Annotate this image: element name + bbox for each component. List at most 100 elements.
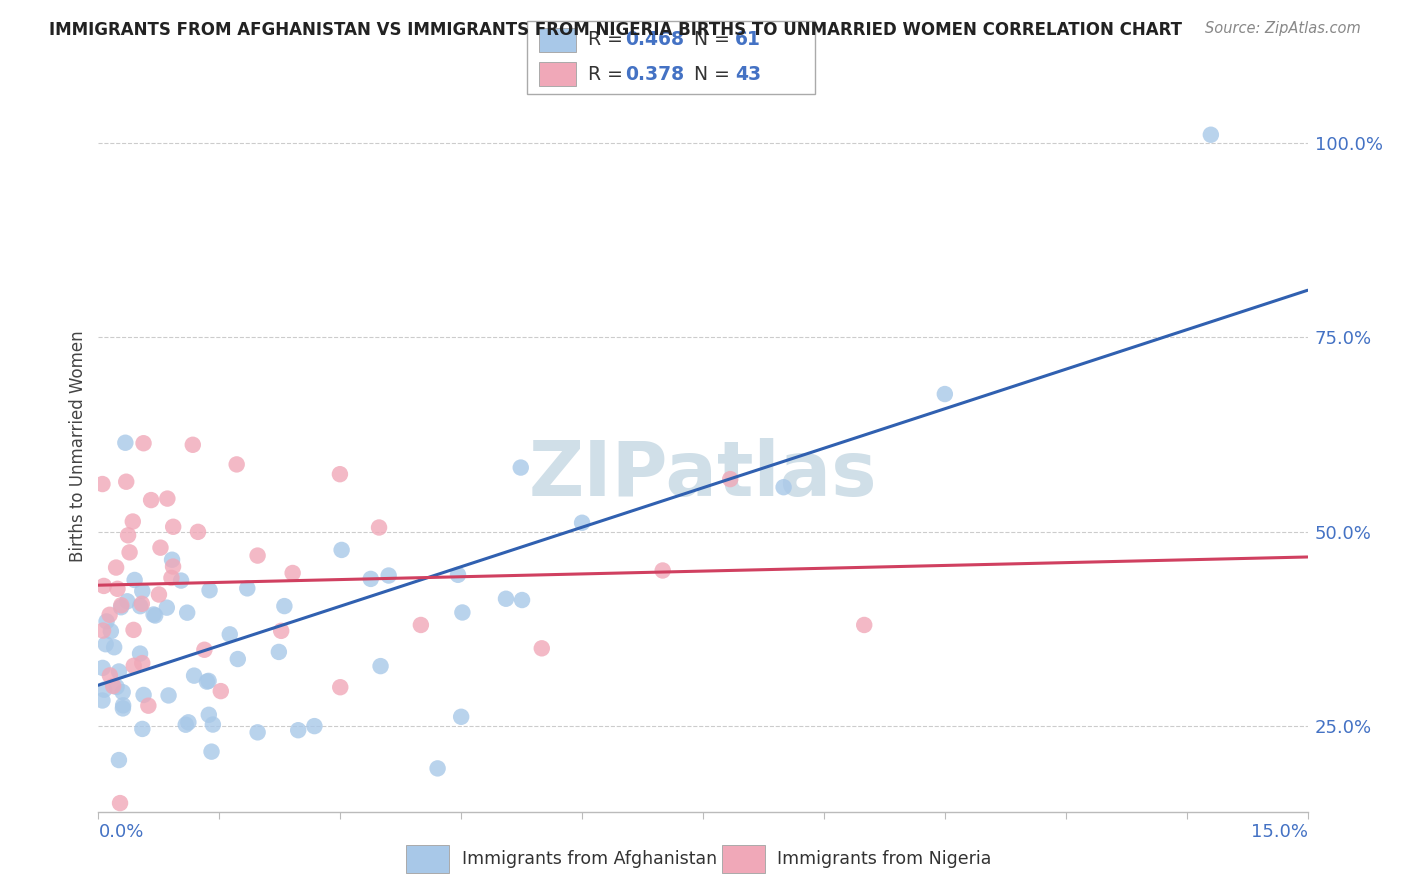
Point: [103, 679, 125, 693]
Point: [117, 594, 139, 608]
Point: [181, 438, 204, 452]
Point: [96, 615, 118, 629]
Point: [270, 624, 292, 638]
Point: [131, 584, 153, 599]
Point: [170, 574, 193, 588]
Point: [193, 642, 215, 657]
Point: [162, 520, 184, 534]
Text: R =: R =: [588, 30, 628, 49]
Text: R =: R =: [588, 65, 628, 84]
Point: [450, 710, 472, 724]
Text: 15.0%: 15.0%: [1250, 823, 1308, 841]
Point: [100, 624, 122, 639]
Point: [176, 606, 198, 620]
Point: [718, 472, 741, 486]
Text: 0.468: 0.468: [626, 30, 685, 49]
Point: [142, 607, 165, 622]
Point: [132, 688, 155, 702]
Point: [139, 493, 162, 508]
Point: [98, 668, 121, 682]
FancyBboxPatch shape: [721, 845, 765, 872]
Point: [304, 719, 326, 733]
Point: [409, 618, 432, 632]
Point: [201, 717, 224, 731]
Point: [209, 684, 232, 698]
Point: [129, 599, 152, 614]
Point: [112, 698, 135, 713]
Point: [447, 567, 470, 582]
Point: [111, 685, 134, 699]
Point: [149, 541, 172, 555]
Text: 0.378: 0.378: [626, 65, 685, 84]
Point: [98, 607, 121, 622]
Point: [225, 458, 247, 472]
Point: [108, 796, 131, 810]
Point: [329, 467, 352, 482]
Point: [370, 659, 392, 673]
Point: [138, 698, 160, 713]
Point: [198, 707, 221, 722]
Text: 61: 61: [735, 30, 761, 49]
Point: [91, 624, 114, 638]
Point: [117, 528, 139, 542]
Point: [108, 665, 131, 679]
Point: [114, 435, 136, 450]
Point: [226, 652, 249, 666]
FancyBboxPatch shape: [538, 62, 576, 87]
Point: [368, 520, 391, 534]
Point: [571, 516, 593, 530]
Point: [329, 680, 352, 694]
Point: [281, 566, 304, 580]
Point: [132, 436, 155, 450]
Point: [236, 582, 259, 596]
Y-axis label: Births to Unmarried Women: Births to Unmarried Women: [69, 330, 87, 562]
Point: [246, 549, 269, 563]
Point: [131, 597, 153, 611]
Point: [183, 668, 205, 682]
Point: [197, 673, 219, 688]
Point: [287, 723, 309, 738]
Text: IMMIGRANTS FROM AFGHANISTAN VS IMMIGRANTS FROM NIGERIA BIRTHS TO UNMARRIED WOMEN: IMMIGRANTS FROM AFGHANISTAN VS IMMIGRANT…: [49, 21, 1182, 38]
Point: [1199, 128, 1222, 142]
FancyBboxPatch shape: [406, 845, 450, 872]
Point: [162, 559, 184, 574]
Point: [177, 715, 200, 730]
Point: [157, 689, 180, 703]
FancyBboxPatch shape: [538, 28, 576, 52]
Point: [156, 600, 179, 615]
Point: [91, 693, 114, 707]
Point: [853, 618, 876, 632]
Point: [495, 591, 517, 606]
Point: [129, 647, 152, 661]
Text: N =: N =: [695, 30, 737, 49]
Point: [103, 640, 125, 655]
Point: [108, 753, 131, 767]
Point: [110, 600, 132, 615]
Point: [93, 682, 115, 697]
Point: [118, 545, 141, 559]
Point: [174, 717, 197, 731]
Point: [160, 553, 183, 567]
Point: [218, 627, 240, 641]
Point: [93, 579, 115, 593]
Text: 43: 43: [735, 65, 761, 84]
Text: ZIPatlas: ZIPatlas: [529, 438, 877, 512]
Point: [934, 387, 956, 401]
Point: [377, 568, 399, 582]
Point: [91, 477, 114, 491]
Point: [426, 761, 449, 775]
Point: [121, 515, 143, 529]
Text: Source: ZipAtlas.com: Source: ZipAtlas.com: [1205, 21, 1361, 36]
Point: [110, 599, 132, 613]
Point: [148, 588, 170, 602]
Point: [651, 564, 673, 578]
Point: [91, 661, 114, 675]
Point: [160, 571, 183, 585]
Point: [195, 674, 218, 689]
Text: Immigrants from Afghanistan: Immigrants from Afghanistan: [461, 849, 717, 868]
Point: [156, 491, 179, 506]
Point: [330, 543, 353, 558]
Point: [509, 460, 531, 475]
Point: [94, 637, 117, 651]
Point: [131, 722, 153, 736]
